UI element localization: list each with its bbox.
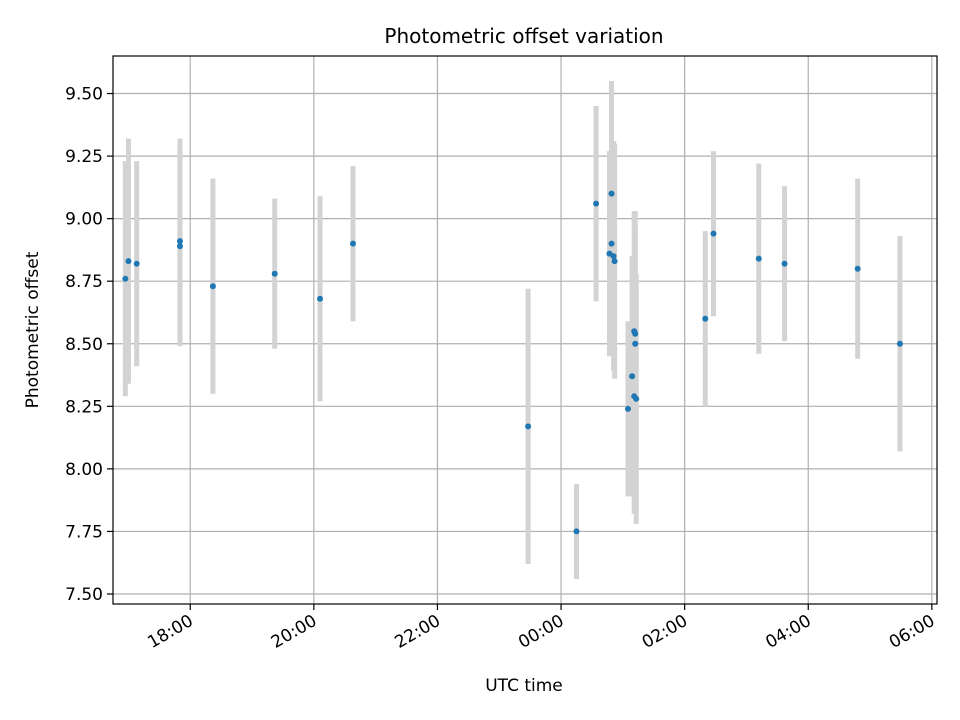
data-point	[608, 190, 615, 197]
plot-frame	[112, 55, 938, 605]
data-point	[632, 340, 639, 347]
data-point	[633, 395, 640, 402]
data-point	[176, 243, 183, 250]
data-point	[625, 405, 631, 412]
data-point	[632, 330, 639, 337]
data-point	[209, 283, 216, 290]
y-tick-label: 8.00	[65, 460, 103, 480]
y-tick-label: 8.50	[65, 335, 103, 355]
data-point	[349, 240, 356, 247]
y-tick-label: 8.25	[65, 397, 103, 417]
data-point	[133, 260, 140, 267]
data-point	[629, 373, 636, 380]
data-points	[122, 190, 903, 535]
y-tick-label: 9.00	[65, 210, 103, 230]
data-point	[271, 270, 278, 277]
data-point	[854, 265, 861, 272]
y-tick-label: 7.75	[65, 522, 103, 542]
y-tick-label: 9.50	[65, 85, 103, 105]
data-point	[317, 295, 324, 302]
data-point	[125, 258, 132, 265]
data-point	[608, 240, 615, 247]
chart-title: Photometric offset variation	[384, 24, 663, 48]
data-point	[122, 275, 129, 282]
y-axis-title: Photometric offset	[23, 251, 43, 408]
gridlines	[113, 56, 937, 604]
data-point	[525, 423, 532, 430]
data-point	[702, 315, 709, 322]
data-point	[896, 340, 903, 347]
data-point	[610, 253, 617, 260]
data-point	[593, 200, 600, 207]
data-point	[176, 238, 183, 245]
y-tick-label: 9.25	[65, 147, 103, 167]
y-tick-label: 7.50	[65, 585, 103, 605]
y-tick-label: 8.75	[65, 272, 103, 292]
data-point	[573, 528, 580, 535]
data-point	[755, 255, 762, 262]
data-point	[611, 258, 618, 265]
plot-area	[113, 56, 937, 604]
x-axis-title: UTC time	[485, 676, 563, 696]
data-point	[710, 230, 717, 237]
data-point	[781, 260, 788, 267]
